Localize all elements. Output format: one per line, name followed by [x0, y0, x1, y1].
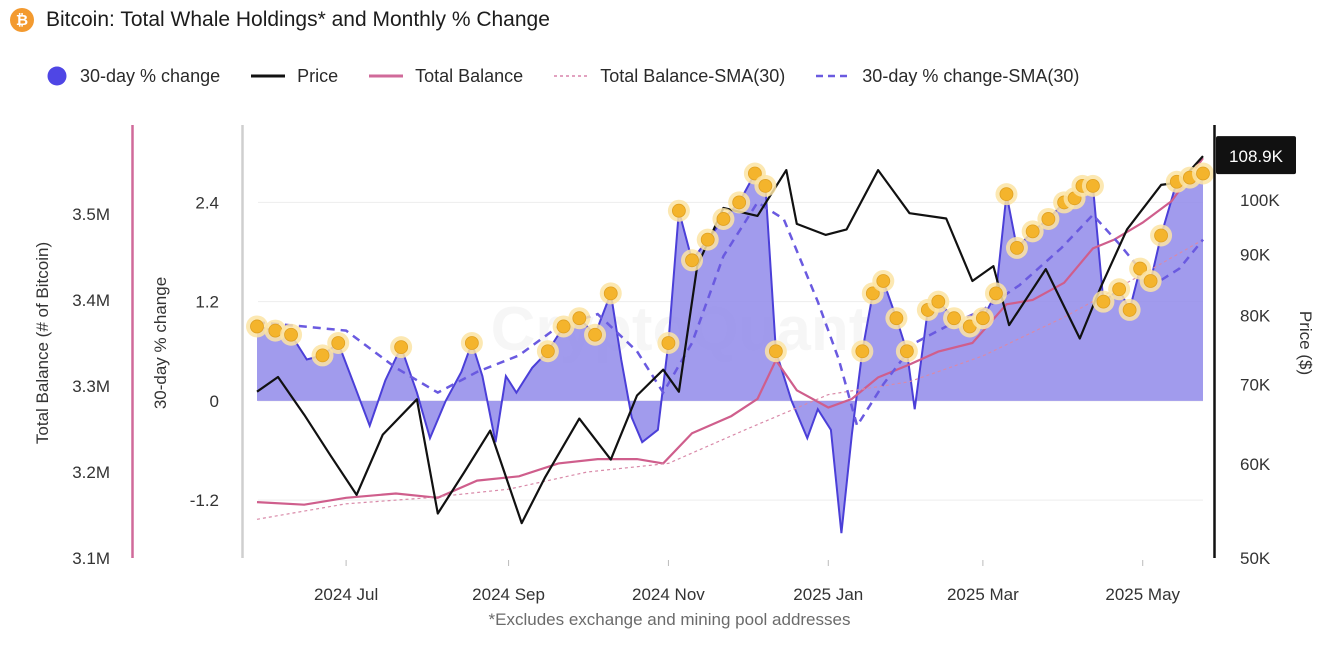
- peak-marker: [315, 348, 330, 363]
- peak-marker: [394, 340, 409, 355]
- peak-marker: [685, 253, 699, 268]
- peak-marker: [716, 212, 731, 226]
- price-tick-label: 80K: [1240, 306, 1271, 325]
- pct-tick-label: 1.2: [195, 293, 219, 312]
- balance-tick-label: 3.3M: [72, 377, 110, 396]
- peak-marker: [999, 187, 1014, 202]
- footnote: *Excludes exchange and mining pool addre…: [488, 610, 851, 629]
- peak-marker: [931, 294, 946, 309]
- peak-marker: [975, 311, 990, 326]
- peak-marker: [1196, 166, 1210, 181]
- last-price-badge: [1216, 136, 1296, 175]
- legend-label: 30-day % change-SMA(30): [862, 65, 1080, 86]
- peak-marker: [661, 336, 676, 350]
- peak-marker: [732, 195, 747, 210]
- balance-tick-label: 3.4M: [72, 291, 110, 310]
- price-tick-label: 70K: [1240, 375, 1271, 394]
- balance-tick-label: 3.2M: [72, 463, 110, 482]
- last-price-label: 108.9K: [1229, 147, 1284, 166]
- peak-markers-layer: [246, 162, 1214, 367]
- legend-item-pct-change[interactable]: 30-day % change: [46, 65, 220, 87]
- balance-tick-label: 3.1M: [72, 549, 110, 568]
- peak-marker: [989, 286, 1003, 301]
- price-tick-label: 50K: [1240, 549, 1271, 568]
- peak-marker: [250, 319, 264, 334]
- peak-marker: [556, 319, 571, 334]
- peak-marker: [758, 178, 773, 193]
- legend-item-price[interactable]: Price: [251, 66, 338, 87]
- x-tick-label: 2025 Mar: [947, 585, 1019, 604]
- legend-dashed-line-icon: [816, 74, 851, 78]
- peak-marker: [572, 311, 587, 326]
- peak-marker: [1025, 224, 1040, 239]
- peak-marker: [747, 166, 762, 181]
- peak-marker: [464, 336, 479, 350]
- peak-marker: [1041, 212, 1056, 226]
- peak-marker: [1010, 241, 1024, 255]
- balance-axis-title: Total Balance (# of Bitcoin): [33, 242, 52, 444]
- legend-line-icon: [251, 74, 286, 78]
- x-tick-label: 2024 Sep: [472, 585, 545, 604]
- pct-change-sma-line: [256, 200, 1204, 429]
- pct-axis-title: 30-day % change: [151, 277, 170, 409]
- x-tick-label: 2024 Nov: [632, 585, 705, 604]
- peak-marker: [768, 344, 783, 359]
- peak-marker: [899, 344, 914, 359]
- bitcoin-icon: ₿: [10, 8, 34, 32]
- peak-marker: [1096, 294, 1111, 309]
- legend-item-total-balance[interactable]: Total Balance: [369, 66, 523, 87]
- chart-title: Bitcoin: Total Whale Holdings* and Month…: [46, 8, 550, 31]
- pct-tick-label: -1.2: [190, 491, 219, 510]
- total-balance-line: [256, 157, 1204, 506]
- chart-header: ₿ Bitcoin: Total Whale Holdings* and Mon…: [10, 5, 550, 35]
- balance-tick-label: 3.5M: [72, 205, 110, 224]
- pct-tick-label: 2.4: [195, 193, 219, 212]
- peak-marker: [603, 286, 618, 301]
- price-axis-title: Price ($): [1296, 311, 1315, 375]
- x-tick-label: 2025 May: [1105, 585, 1180, 604]
- peak-marker: [1112, 282, 1127, 297]
- peak-marker: [540, 344, 555, 359]
- peak-marker: [588, 327, 602, 342]
- legend-line-icon: [369, 74, 404, 78]
- x-tick-label: 2025 Jan: [793, 585, 863, 604]
- pct-tick-label: 0: [210, 392, 219, 411]
- legend-dot-icon: [47, 66, 67, 86]
- peak-marker: [889, 311, 904, 326]
- peak-marker: [855, 344, 870, 359]
- price-tick-label: 90K: [1240, 246, 1271, 265]
- legend-label: Price: [297, 65, 339, 86]
- peak-marker: [1154, 228, 1168, 243]
- peak-marker: [331, 336, 346, 350]
- x-tick-label: 2024 Jul: [314, 585, 378, 604]
- legend-item-balance-sma[interactable]: Total Balance-SMA(30): [554, 66, 785, 87]
- peak-marker: [947, 311, 961, 326]
- price-tick-label: 100K: [1240, 191, 1280, 210]
- peak-marker: [876, 274, 891, 288]
- peak-marker: [865, 286, 880, 301]
- peak-marker: [672, 203, 686, 218]
- peak-marker: [700, 232, 715, 247]
- pct-change-area: [257, 173, 1203, 534]
- peak-marker: [1122, 303, 1137, 317]
- peak-marker: [1133, 261, 1148, 276]
- axes-layer: 3.1M 3.2M 3.3M 3.4M 3.5M -1.2 0 1.2 2.4 50K 60K 70K…: [33, 125, 1315, 604]
- legend-label: Total Balance-SMA(30): [600, 65, 786, 86]
- legend-label: Total Balance: [415, 65, 524, 86]
- peak-marker: [1086, 178, 1100, 193]
- peak-marker: [284, 327, 298, 342]
- chart-legend: 30-day % change Price Total Balance Tota…: [46, 62, 1110, 90]
- legend-label: 30-day % change: [80, 65, 221, 86]
- peak-marker: [268, 323, 283, 338]
- legend-item-pct-sma[interactable]: 30-day % change-SMA(30): [816, 66, 1079, 87]
- price-tick-label: 60K: [1240, 455, 1271, 474]
- peak-marker: [1143, 274, 1158, 288]
